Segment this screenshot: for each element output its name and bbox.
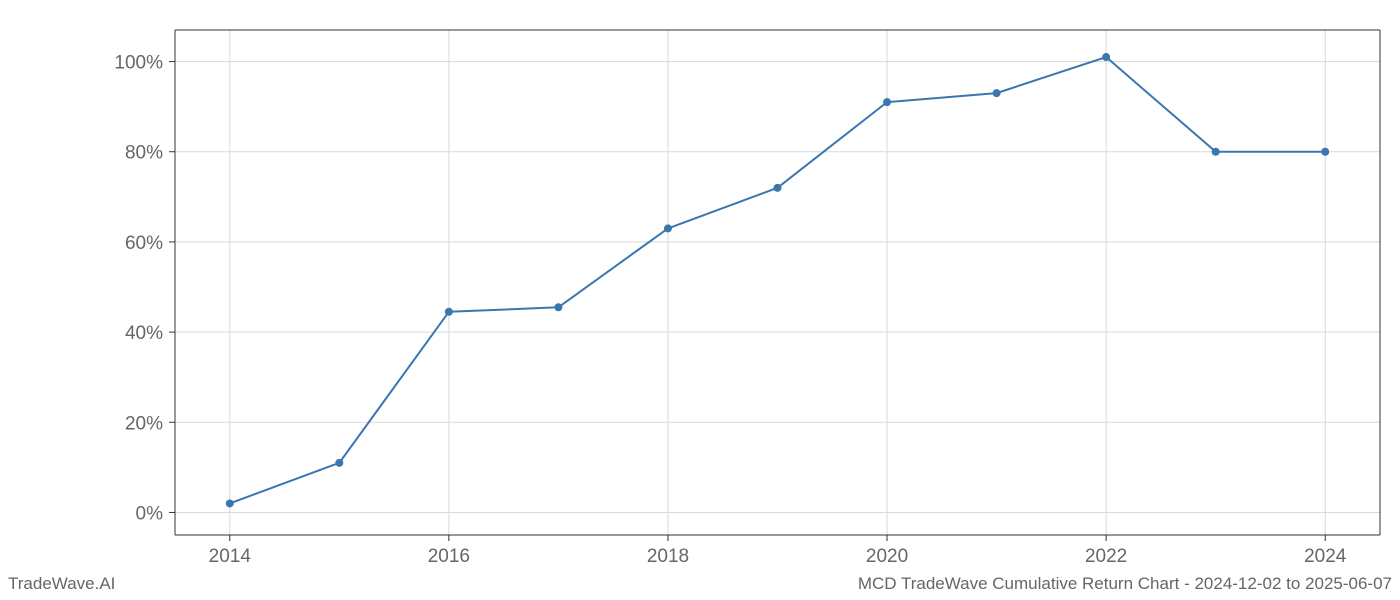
y-tick-label: 100% [114, 53, 163, 74]
series-marker [1212, 148, 1220, 156]
series-marker [993, 89, 1001, 97]
line-chart: 2014 2016 2018 2020 2022 2024 0% 20% 40% 60% 80% 10… [0, 0, 1400, 600]
x-tick-label: 2022 [1085, 546, 1127, 567]
x-tick-label: 2018 [647, 546, 689, 567]
series-marker [664, 224, 672, 232]
y-tick-label: 80% [125, 143, 163, 164]
y-tick-label: 40% [125, 323, 163, 344]
footer-left-brand: TradeWave.AI [8, 574, 115, 594]
footer-right-caption: MCD TradeWave Cumulative Return Chart - … [858, 574, 1392, 594]
series-marker [226, 499, 234, 507]
series-marker [335, 459, 343, 467]
y-tick-label: 0% [136, 503, 164, 524]
x-tick-label: 2014 [209, 546, 252, 567]
y-tick-label: 60% [125, 233, 163, 254]
series-marker [774, 184, 782, 192]
x-tick-label: 2020 [866, 546, 908, 567]
y-tick-label: 20% [125, 413, 163, 434]
x-tick-label: 2016 [428, 546, 470, 567]
series-marker [883, 98, 891, 106]
series-marker [445, 308, 453, 316]
series-marker [1321, 148, 1329, 156]
chart-container: 2014 2016 2018 2020 2022 2024 0% 20% 40% 60% 80% 10… [0, 0, 1400, 600]
x-tick-label: 2024 [1304, 546, 1347, 567]
series-marker [1102, 53, 1110, 61]
series-marker [554, 303, 562, 311]
